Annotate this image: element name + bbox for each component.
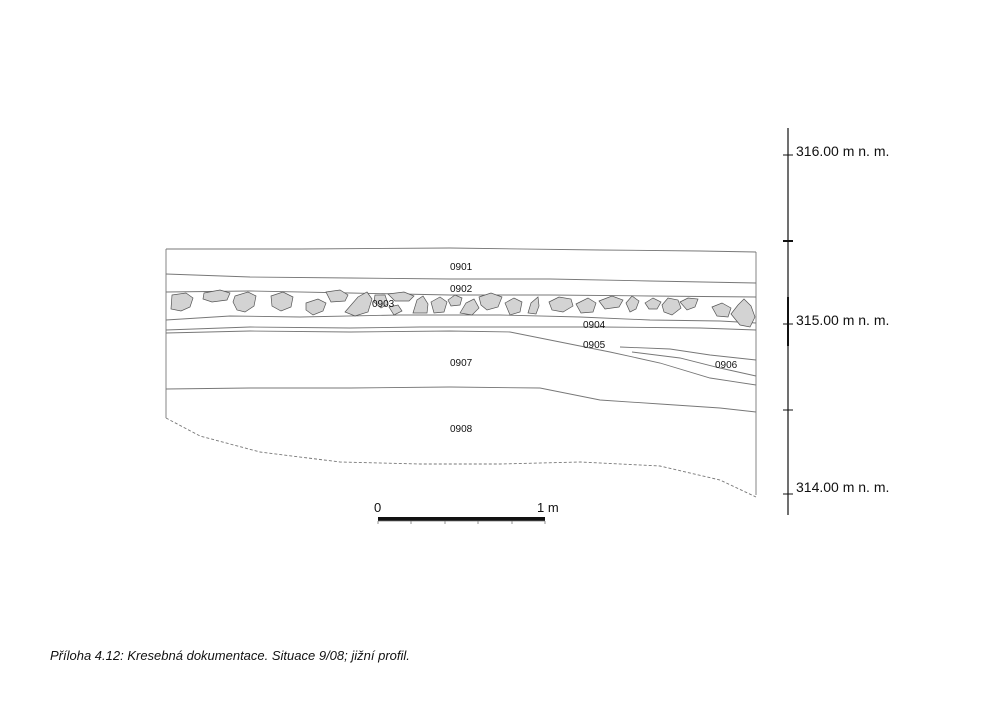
scale-bar-end-label: 1 m	[537, 500, 559, 515]
label-0907: 0907	[450, 358, 473, 369]
stones-layer-0903	[170, 289, 756, 328]
label-0905: 0905	[583, 340, 606, 351]
label-0902: 0902	[450, 284, 473, 295]
profile-outline	[165, 247, 757, 498]
elevation-axis	[783, 128, 793, 515]
figure-caption: Příloha 4.12: Kresebná dokumentace. Situ…	[50, 648, 410, 663]
label-0906: 0906	[715, 360, 738, 371]
scale-bar	[377, 517, 546, 524]
label-0901: 0901	[450, 262, 473, 273]
elevation-label-315: 315.00 m n. m.	[796, 312, 889, 328]
label-0903: 0903	[372, 299, 395, 310]
layer-boundaries	[165, 273, 757, 413]
label-0908: 0908	[450, 424, 473, 435]
elevation-label-316: 316.00 m n. m.	[796, 143, 889, 159]
label-0904: 0904	[583, 320, 606, 331]
elevation-label-314: 314.00 m n. m.	[796, 479, 889, 495]
scale-bar-start-label: 0	[374, 500, 381, 515]
